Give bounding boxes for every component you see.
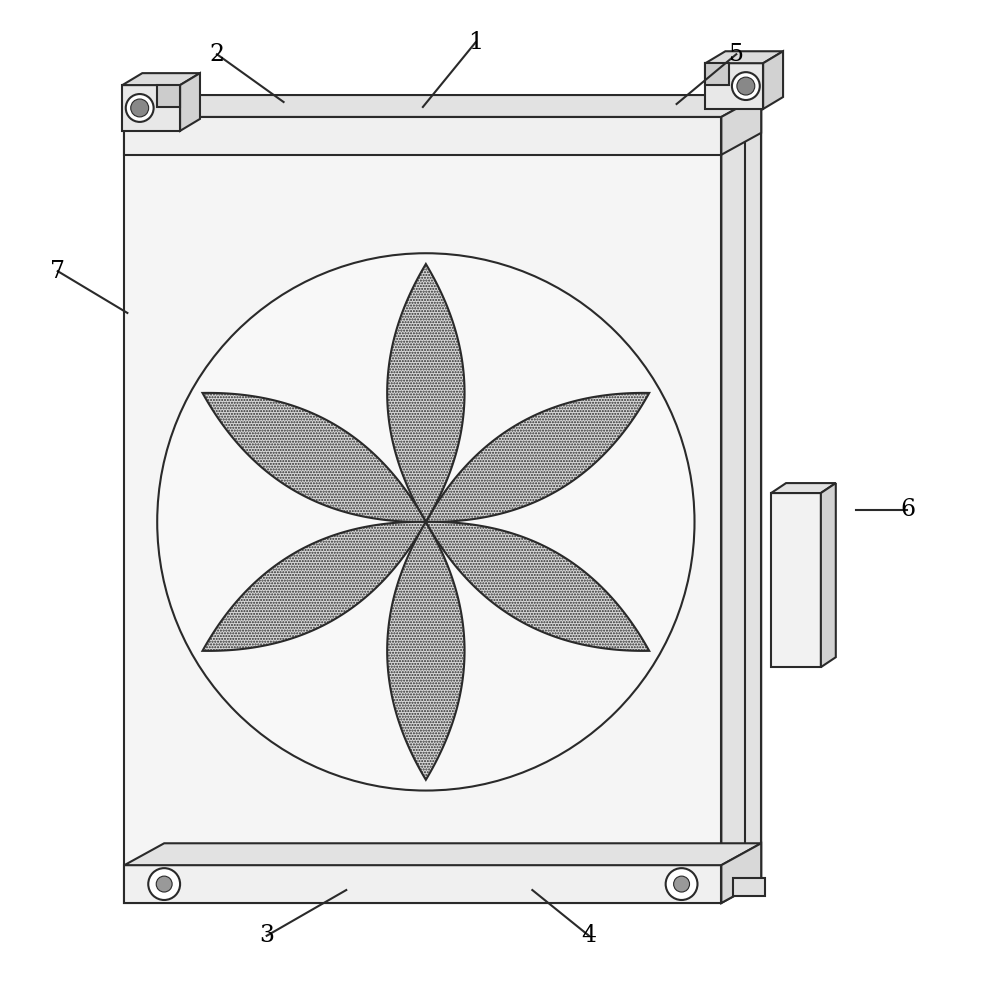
Polygon shape xyxy=(770,483,835,493)
Polygon shape xyxy=(124,117,721,155)
Text: 6: 6 xyxy=(899,498,914,521)
Polygon shape xyxy=(387,264,464,522)
Polygon shape xyxy=(733,878,764,896)
Circle shape xyxy=(125,94,153,122)
Polygon shape xyxy=(705,63,728,85)
Polygon shape xyxy=(705,51,782,63)
Circle shape xyxy=(130,99,148,117)
Polygon shape xyxy=(762,51,782,109)
Polygon shape xyxy=(425,522,648,651)
Polygon shape xyxy=(203,393,425,522)
Polygon shape xyxy=(387,522,464,780)
Polygon shape xyxy=(705,63,762,109)
Circle shape xyxy=(665,868,697,900)
Polygon shape xyxy=(721,95,760,155)
Text: 7: 7 xyxy=(50,260,66,283)
Polygon shape xyxy=(122,85,180,131)
Polygon shape xyxy=(721,843,760,903)
Circle shape xyxy=(148,868,180,900)
Polygon shape xyxy=(124,95,760,117)
Polygon shape xyxy=(124,843,760,865)
Circle shape xyxy=(737,77,754,95)
Circle shape xyxy=(732,72,759,100)
Text: 1: 1 xyxy=(467,31,483,54)
Polygon shape xyxy=(124,95,760,117)
Text: 5: 5 xyxy=(728,43,744,66)
Polygon shape xyxy=(820,483,835,667)
Polygon shape xyxy=(425,393,648,522)
Text: 2: 2 xyxy=(209,43,225,66)
Polygon shape xyxy=(770,493,820,667)
Text: 4: 4 xyxy=(580,924,596,947)
Polygon shape xyxy=(721,95,760,903)
Polygon shape xyxy=(203,522,425,651)
Circle shape xyxy=(156,876,172,892)
Polygon shape xyxy=(157,85,180,107)
Polygon shape xyxy=(745,95,760,881)
Polygon shape xyxy=(124,117,721,903)
Polygon shape xyxy=(180,73,200,131)
Polygon shape xyxy=(122,73,200,85)
Polygon shape xyxy=(124,865,721,903)
Text: 3: 3 xyxy=(258,924,274,947)
Circle shape xyxy=(673,876,689,892)
Circle shape xyxy=(157,253,694,791)
